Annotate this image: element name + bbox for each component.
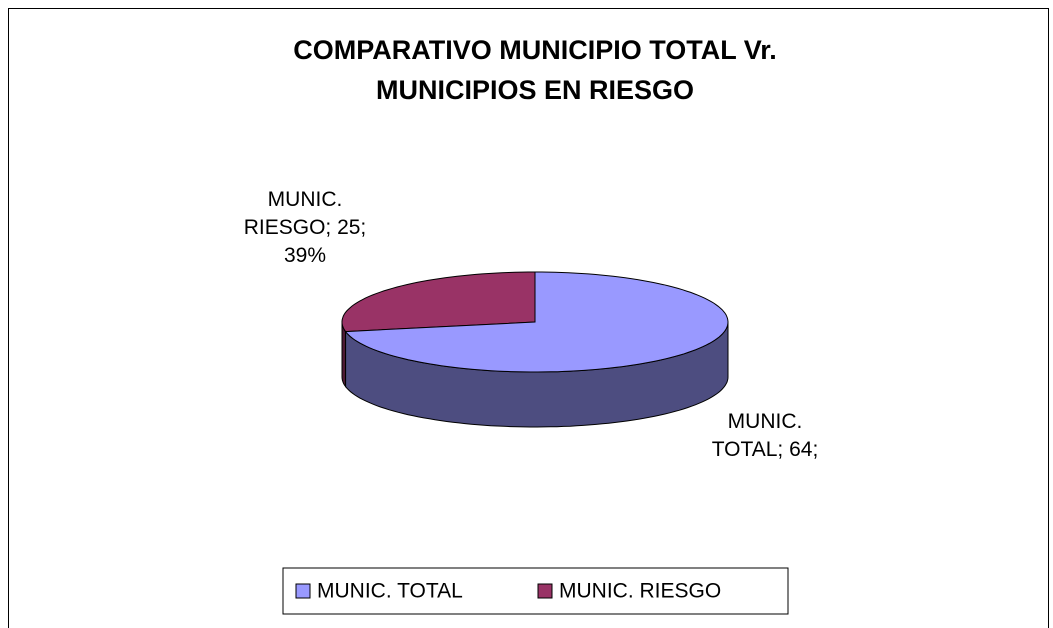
- legend-swatch: [537, 583, 553, 599]
- legend-label: MUNIC. TOTAL: [317, 580, 463, 603]
- legend-box: [282, 567, 789, 615]
- chart-frame: [8, 8, 1049, 628]
- legend-label: MUNIC. RIESGO: [559, 580, 721, 603]
- legend-swatch: [295, 583, 311, 599]
- data-label: MUNIC. RIESGO; 25; 39%: [243, 188, 367, 267]
- data-label: MUNIC. TOTAL; 64;: [711, 410, 819, 461]
- chart-title: COMPARATIVO MUNICIPIO TOTAL Vr. MUNICIPI…: [293, 35, 777, 105]
- pie-slice: [344, 271, 729, 373]
- pie-slice: [341, 271, 536, 333]
